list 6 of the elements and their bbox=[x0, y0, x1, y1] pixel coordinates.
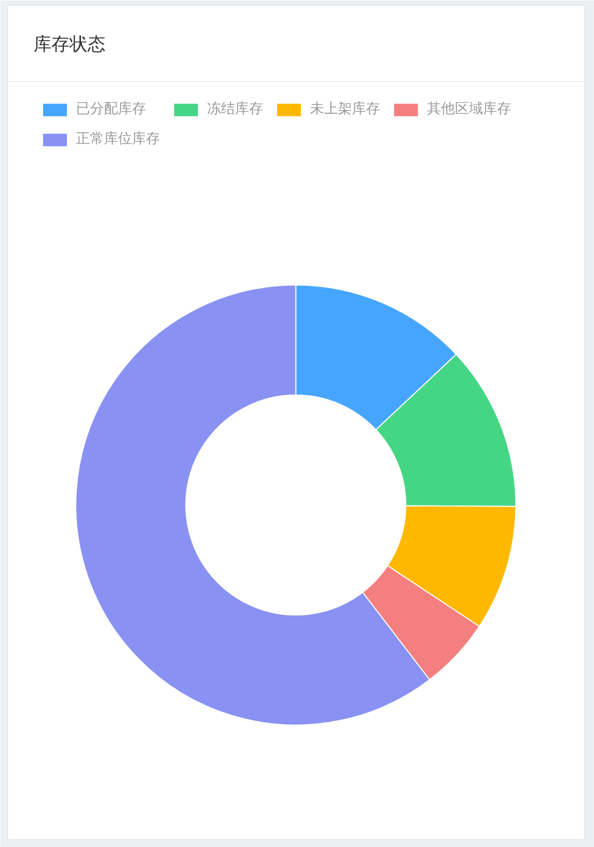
legend-label: 其他区域库存 bbox=[427, 100, 511, 119]
legend-label: 冻结库存 bbox=[207, 100, 263, 119]
legend-label: 正常库位库存 bbox=[76, 130, 160, 149]
chart-title: 库存状态 bbox=[34, 34, 106, 55]
legend-label: 已分配库存 bbox=[76, 100, 146, 119]
legend-label: 未上架库存 bbox=[310, 100, 380, 119]
